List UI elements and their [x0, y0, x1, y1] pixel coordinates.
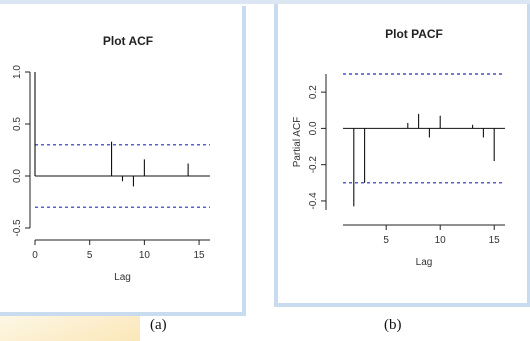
x-tick-label: 15: [489, 235, 501, 246]
y-tick-label: 0.5: [12, 117, 23, 131]
x-tick-label: 10: [139, 250, 151, 261]
decorative-top-stripe: [0, 0, 530, 4]
y-tick-label: -0.4: [308, 192, 319, 210]
x-tick-label: 0: [32, 250, 38, 261]
x-axis-label: Lag: [114, 272, 131, 283]
y-tick-label: 0.0: [12, 169, 23, 183]
y-tick-label: 1.0: [12, 65, 23, 79]
x-axis-label: Lag: [416, 257, 433, 268]
y-tick-label: -0.2: [308, 156, 319, 174]
y-tick-label: 0.2: [308, 85, 319, 99]
acf-panel: [0, 6, 246, 316]
y-tick-label: 0.0: [308, 121, 319, 135]
x-tick-label: 5: [87, 250, 93, 261]
x-tick-label: 5: [383, 235, 389, 246]
caption-a: (a): [150, 317, 167, 333]
pacf-panel: [274, 4, 530, 307]
chart-title: Plot ACF: [103, 34, 153, 48]
caption-b: (b): [384, 317, 402, 333]
y-axis-label: Partial ACF: [292, 117, 303, 168]
x-tick-label: 10: [435, 235, 447, 246]
x-tick-label: 15: [194, 250, 206, 261]
chart-title: Plot PACF: [385, 27, 443, 41]
y-tick-label: -0.5: [12, 219, 23, 237]
